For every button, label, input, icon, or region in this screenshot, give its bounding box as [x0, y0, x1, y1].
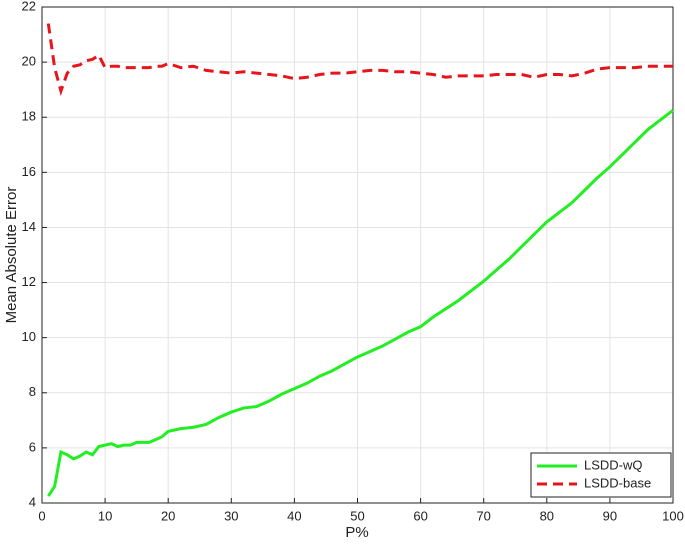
- x-tick-label: 50: [350, 508, 364, 523]
- y-tick-label: 14: [22, 219, 36, 234]
- y-tick-label: 22: [22, 0, 36, 13]
- y-tick-label: 8: [29, 384, 36, 399]
- legend-label: LSDD-base: [584, 475, 651, 490]
- y-tick-label: 10: [22, 329, 36, 344]
- x-tick-label: 40: [287, 508, 301, 523]
- x-tick-label: 30: [224, 508, 238, 523]
- y-tick-label: 6: [29, 439, 36, 454]
- line: [46, 23, 673, 97]
- x-tick-label: 70: [476, 508, 490, 523]
- x-tick-label: 80: [540, 508, 554, 523]
- y-tick-label: 20: [22, 54, 36, 69]
- plot-frame: [41, 6, 674, 504]
- legend-box: [530, 452, 672, 498]
- y-axis-label: Mean Absolute Error: [3, 187, 20, 324]
- y-tick-label: 4: [29, 494, 36, 509]
- y-tick-label: 16: [22, 164, 36, 179]
- legend-label: LSDD-wQ: [584, 457, 643, 472]
- line: [47, 109, 674, 497]
- x-axis-label: P%: [345, 524, 368, 541]
- x-tick-label: 90: [603, 508, 617, 523]
- y-tick-label: 12: [22, 274, 36, 289]
- x-tick-label: 100: [662, 508, 684, 523]
- y-tick-label: 18: [22, 109, 36, 124]
- x-tick-label: 10: [98, 508, 112, 523]
- x-tick-label: 60: [413, 508, 427, 523]
- x-tick-label: 20: [161, 508, 175, 523]
- x-tick-label: 0: [38, 508, 45, 523]
